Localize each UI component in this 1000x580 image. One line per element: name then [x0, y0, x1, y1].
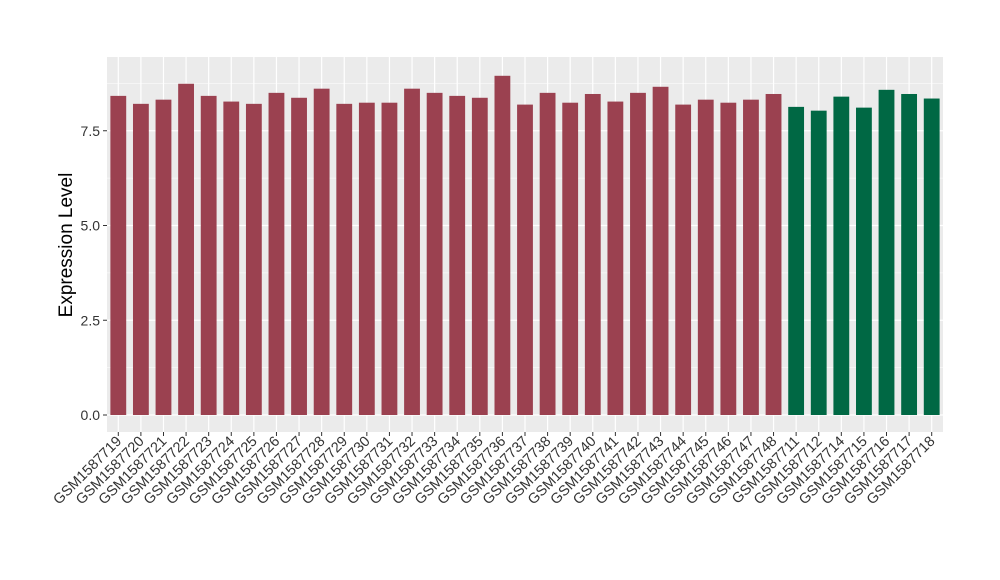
bar-GSM1587716: [878, 89, 895, 416]
bar-GSM1587739: [562, 102, 579, 415]
bar-GSM1587741: [607, 101, 624, 415]
bar-GSM1587711: [788, 106, 805, 416]
bar-GSM1587715: [856, 107, 872, 416]
bar-GSM1587742: [630, 92, 646, 415]
bar-GSM1587726: [268, 92, 285, 415]
bar-GSM1587735: [471, 97, 488, 415]
bar-GSM1587734: [449, 95, 466, 415]
bar-GSM1587738: [539, 92, 556, 415]
bar-GSM1587731: [381, 102, 398, 415]
y-tick-label: 5.0: [81, 218, 101, 234]
bar-GSM1587740: [584, 93, 601, 415]
bar-GSM1587727: [291, 97, 307, 415]
bar-GSM1587737: [517, 104, 533, 415]
y-axis: 0.0 2.5 5.0 7.5: [81, 123, 107, 423]
bar-GSM1587722: [178, 83, 194, 415]
bar-GSM1587748: [765, 93, 782, 415]
bar-GSM1587724: [223, 101, 240, 415]
bar-GSM1587714: [833, 96, 850, 415]
bar-GSM1587747: [743, 99, 759, 415]
bar-GSM1587720: [132, 103, 149, 415]
bar-GSM1587717: [901, 93, 918, 415]
bar-GSM1587718: [923, 98, 940, 415]
bar-GSM1587721: [155, 99, 172, 415]
x-axis: GSM1587719GSM1587720GSM1587721GSM1587722…: [51, 432, 939, 508]
bar-GSM1587712: [810, 110, 827, 416]
bar-GSM1587733: [426, 92, 443, 415]
bar-GSM1587728: [313, 88, 330, 415]
bar-GSM1587725: [245, 103, 262, 415]
bar-GSM1587729: [336, 103, 353, 415]
y-tick-label: 7.5: [81, 123, 101, 139]
y-tick-label: 2.5: [81, 312, 101, 328]
bar-GSM1587732: [404, 88, 420, 415]
bar-GSM1587743: [652, 86, 669, 415]
bar-GSM1587730: [358, 102, 375, 415]
y-axis-label: Expression Level: [56, 173, 77, 318]
bar-GSM1587723: [200, 95, 217, 415]
y-tick-label: 0.0: [81, 407, 101, 423]
bar-GSM1587736: [494, 75, 511, 416]
bar-GSM1587745: [697, 99, 714, 415]
bar-GSM1587746: [720, 102, 737, 415]
bar-GSM1587719: [110, 95, 127, 415]
bars: [110, 75, 940, 416]
bar-GSM1587744: [675, 104, 692, 415]
